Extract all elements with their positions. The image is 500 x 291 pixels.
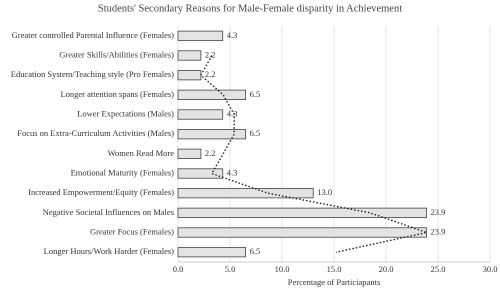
value-label: 6.5 xyxy=(250,128,261,138)
x-tick-label: 5.0 xyxy=(225,264,236,274)
value-label: 2.2 xyxy=(205,49,216,59)
trendline xyxy=(200,55,430,253)
bar xyxy=(177,247,246,258)
y-tick-label: Greater Focus (Females) xyxy=(90,226,174,236)
bar xyxy=(177,168,224,179)
y-tick-label: Increased Empowerment/Equity (Females) xyxy=(28,187,174,197)
x-tick-label: 0.0 xyxy=(173,264,184,274)
y-tick-label: Education System/Teaching style (Pro Fem… xyxy=(11,69,174,79)
y-tick-label: Longer Hours/Work Harder (Females) xyxy=(44,246,174,256)
value-label: 4.3 xyxy=(227,167,238,177)
bar xyxy=(177,227,427,238)
x-axis-title: Percentage of Particiapants xyxy=(288,277,381,287)
x-tick-label: 15.0 xyxy=(327,264,342,274)
y-tick-label: Emotional Maturity (Females) xyxy=(71,167,175,177)
bar xyxy=(177,89,246,100)
bar xyxy=(177,188,314,199)
value-label: 4.3 xyxy=(227,30,238,40)
y-tick-label: Greater Skills/Abilities (Females) xyxy=(59,49,174,59)
value-label: 13.0 xyxy=(317,187,332,197)
y-tick-label: Lower Expectations (Males) xyxy=(77,108,174,118)
y-tick-label: Greater controlled Parental Influence (F… xyxy=(12,30,175,40)
value-label: 23.9 xyxy=(431,226,446,236)
x-tick-label: 10.0 xyxy=(275,264,290,274)
bar xyxy=(177,30,224,41)
chart-title: Students' Secondary Reasons for Male-Fem… xyxy=(98,3,402,14)
bar xyxy=(177,207,427,218)
x-tick-label: 30.0 xyxy=(483,264,498,274)
y-tick-label: Focus on Extra-Curriculum Activities (Ma… xyxy=(17,128,174,138)
bar xyxy=(177,50,202,61)
y-tick-label: Longer attention spans (Females) xyxy=(60,89,174,99)
bar xyxy=(177,70,202,81)
bar xyxy=(177,109,224,120)
y-tick-label: Women Read More xyxy=(108,148,175,158)
value-label: 2.2 xyxy=(205,148,216,158)
value-label: 2.2 xyxy=(205,69,216,79)
bar xyxy=(177,129,246,140)
value-label: 6.5 xyxy=(250,246,261,256)
value-label: 6.5 xyxy=(250,89,261,99)
bar xyxy=(177,148,202,159)
x-tick-label: 25.0 xyxy=(431,264,446,274)
value-label: 4.3 xyxy=(227,108,238,118)
y-tick-label: Negative Societal Influences on Males xyxy=(43,207,174,217)
value-label: 23.9 xyxy=(431,207,446,217)
x-tick-label: 20.0 xyxy=(379,264,394,274)
